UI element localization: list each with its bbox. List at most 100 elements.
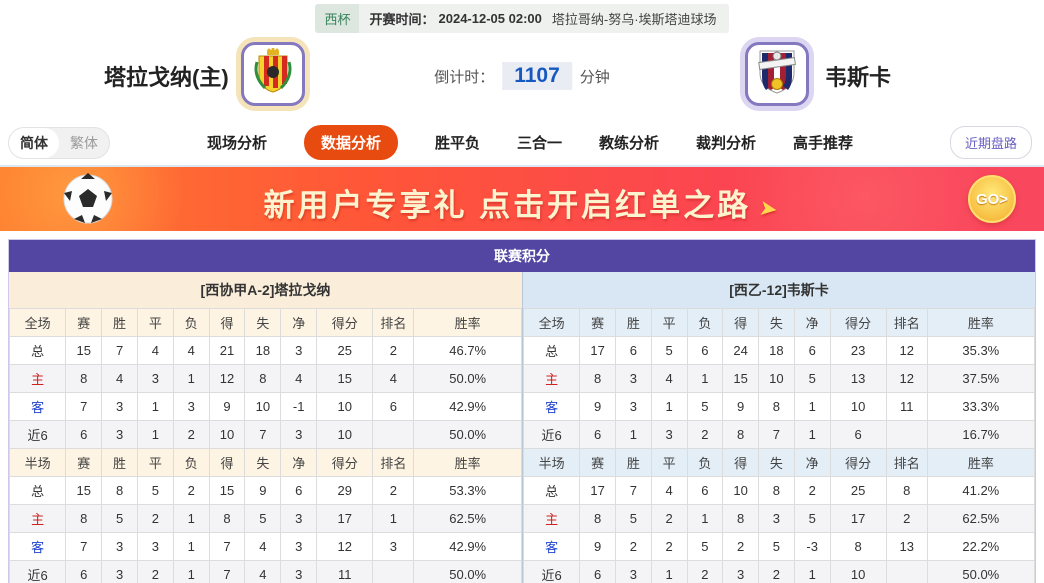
stat-cell: 33.3% <box>926 392 1036 421</box>
stat-cell: 6 <box>793 336 831 365</box>
column-header: 平 <box>136 448 174 477</box>
stat-cell: 4 <box>372 364 415 393</box>
column-header: 净 <box>793 308 831 337</box>
stat-cell: 23 <box>829 336 887 365</box>
column-header: 胜 <box>614 308 652 337</box>
stat-cell: 7 <box>614 476 652 505</box>
column-header: 得分 <box>829 448 887 477</box>
stat-cell: 3 <box>280 504 318 533</box>
stat-cell: 1 <box>172 504 210 533</box>
lang-traditional[interactable]: 繁体 <box>70 134 98 151</box>
stat-cell: 7 <box>65 392 103 421</box>
venue: 塔拉哥纳-努乌·埃斯塔迪球场 <box>551 12 717 27</box>
stat-cell: 35.3% <box>926 336 1036 365</box>
stat-cell: 8 <box>758 392 795 421</box>
nav-item-0[interactable]: 现场分析 <box>206 135 267 152</box>
column-header: 胜率 <box>413 448 522 477</box>
stats-row: 总 15 8 5 2 15 9 6 29 2 53.3% <box>8 476 522 505</box>
column-header: 净 <box>280 308 318 337</box>
stat-cell: 8 <box>579 504 616 533</box>
stat-cell: 53.3% <box>413 476 522 505</box>
column-header: 胜率 <box>926 448 1036 477</box>
stat-cell: 1 <box>136 420 174 449</box>
stat-cell: 2 <box>650 504 688 533</box>
stat-cell: 6 <box>686 476 724 505</box>
nav-item-4[interactable]: 教练分析 <box>599 135 660 152</box>
stat-cell: 62.5% <box>413 504 522 533</box>
stat-cell: 6 <box>829 420 887 449</box>
stat-cell: 1 <box>650 560 688 583</box>
stat-cell: 22.2% <box>926 532 1036 561</box>
stat-cell: 5 <box>793 504 831 533</box>
row-label: 总 <box>522 336 581 365</box>
row-label: 客 <box>8 532 67 561</box>
nav-item-2[interactable]: 胜平负 <box>434 135 480 152</box>
column-header: 胜 <box>614 448 652 477</box>
column-header: 胜 <box>101 308 138 337</box>
stat-cell: 6 <box>280 476 318 505</box>
column-header: 排名 <box>372 448 415 477</box>
match-header: 塔拉戈纳(主) 倒计时： 1107 分钟 <box>0 32 1044 120</box>
row-label: 总 <box>8 336 67 365</box>
banner-text: 新用户专享礼 点击开启红单之路 ➤ <box>263 188 783 223</box>
stat-cell: -3 <box>793 532 831 561</box>
stat-cell: 1 <box>172 560 210 583</box>
nav-item-5[interactable]: 裁判分析 <box>696 135 757 152</box>
stat-cell: 5 <box>793 364 831 393</box>
stats-row: 近6 6 3 1 2 3 2 1 10 50.0% <box>522 560 1036 583</box>
section-header-row: 半场赛胜平负得失净得分 排名 胜率 <box>8 448 522 477</box>
stat-cell: 2 <box>136 504 174 533</box>
column-header: 负 <box>686 308 724 337</box>
stats-row: 总 15 7 4 4 21 18 3 25 2 46.7% <box>8 336 522 365</box>
nav-item-1[interactable]: 数据分析 <box>303 125 398 160</box>
recent-trend-button[interactable]: 近期盘路 <box>949 126 1032 159</box>
stat-cell: 50.0% <box>413 560 522 583</box>
row-label: 主 <box>522 504 581 533</box>
nav-bar: 简体 繁体 现场分析 数据分析 胜平负 三合一 教练分析 裁判分析 高手推荐 近期盘路 <box>0 120 1044 167</box>
column-header: 平 <box>650 308 688 337</box>
column-header: 排名 <box>885 448 928 477</box>
lang-simplified[interactable]: 简体 <box>9 127 59 158</box>
stat-cell: 16.7% <box>926 420 1036 449</box>
go-button[interactable]: GO> <box>968 175 1016 223</box>
stat-cell: 2 <box>172 420 210 449</box>
stats-row: 总 17 6 5 6 24 18 6 23 12 35.3% <box>522 336 1036 365</box>
nav-item-3[interactable]: 三合一 <box>516 135 562 152</box>
stat-cell: 9 <box>722 392 760 421</box>
stat-cell: 2 <box>372 336 415 365</box>
nav-item-6[interactable]: 高手推荐 <box>793 135 854 152</box>
column-header: 赛 <box>579 308 616 337</box>
stat-cell: 50.0% <box>926 560 1036 583</box>
stat-cell: 15 <box>65 476 103 505</box>
stat-cell <box>885 420 928 449</box>
stats-row: 客 9 2 2 5 2 5 -3 8 13 22.2% <box>522 532 1036 561</box>
row-label: 主 <box>522 364 581 393</box>
column-header: 半场 <box>8 448 67 477</box>
column-header: 失 <box>758 448 795 477</box>
stat-cell: 62.5% <box>926 504 1036 533</box>
stat-cell: 3 <box>758 504 795 533</box>
stat-cell: 10 <box>244 392 282 421</box>
home-league-rank: [西协甲A-2]塔拉戈纳 <box>9 272 522 308</box>
home-stats-half: [西协甲A-2]塔拉戈纳 全场赛胜平负得失净得分 排名 胜率总 15 7 4 4 21 18 3 2… <box>8 272 522 583</box>
promo-banner[interactable]: 新用户专享礼 点击开启红单之路 ➤ GO> <box>0 167 1044 231</box>
column-header: 胜 <box>101 448 138 477</box>
stat-cell: 10 <box>316 420 374 449</box>
stat-cell: 8 <box>65 364 103 393</box>
stat-cell: 8 <box>829 532 887 561</box>
stat-cell: 3 <box>136 364 174 393</box>
stat-cell: 11 <box>316 560 374 583</box>
column-header: 赛 <box>579 448 616 477</box>
countdown-unit: 分钟 <box>579 68 610 86</box>
stat-cell: 8 <box>208 504 246 533</box>
column-header: 净 <box>793 448 831 477</box>
stat-cell: 7 <box>101 336 138 365</box>
stat-cell: 6 <box>614 336 652 365</box>
kickoff-label: 开赛时间： <box>369 12 435 27</box>
row-label: 客 <box>522 532 581 561</box>
stat-cell: 12 <box>885 364 928 393</box>
stat-cell: 29 <box>316 476 374 505</box>
soccer-ball-icon <box>62 173 114 230</box>
row-label: 主 <box>8 364 67 393</box>
section-header-row: 全场赛胜平负得失净得分 排名 胜率 <box>522 308 1036 337</box>
